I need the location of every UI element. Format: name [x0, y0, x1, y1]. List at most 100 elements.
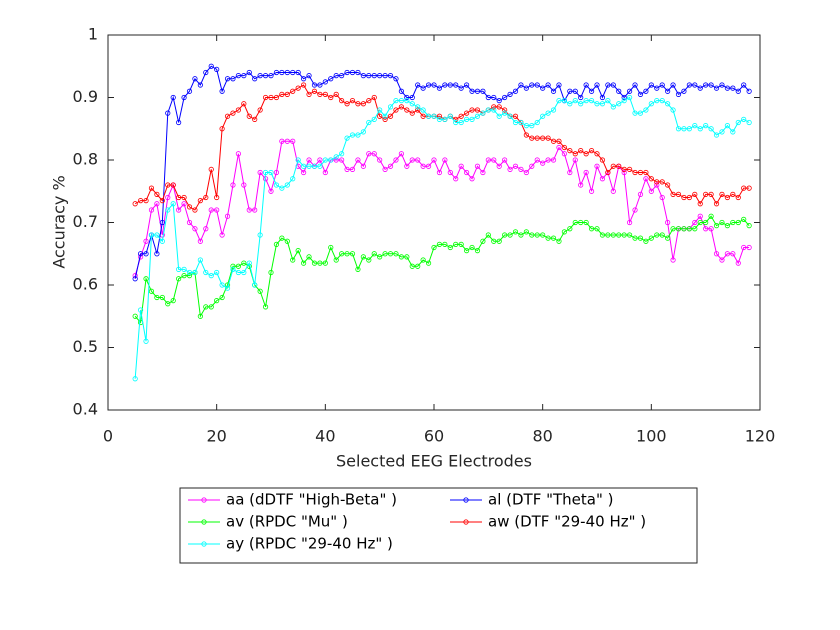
point [545, 235, 551, 241]
point [436, 241, 443, 247]
point [523, 132, 529, 138]
point [317, 157, 323, 163]
point [681, 194, 687, 201]
point [534, 232, 540, 238]
point [512, 113, 519, 119]
point [214, 207, 220, 213]
point [246, 207, 252, 213]
point [138, 198, 144, 204]
point [322, 157, 328, 163]
x-tick-label: 120 [745, 427, 776, 446]
point [387, 113, 394, 119]
point [311, 82, 318, 88]
point [371, 151, 377, 157]
point [442, 241, 448, 247]
y-tick-label: 0.7 [73, 212, 98, 231]
point [290, 88, 296, 94]
point [132, 201, 138, 207]
point [491, 104, 497, 110]
point [143, 338, 149, 344]
point [550, 107, 557, 113]
point [415, 263, 421, 269]
point [697, 219, 703, 226]
series-line [134, 96, 750, 379]
point [648, 82, 654, 88]
point [735, 88, 741, 94]
point [626, 219, 633, 226]
point [621, 232, 627, 238]
legend-label: av (RPDC "Mu" ) [226, 513, 348, 531]
point [420, 163, 426, 169]
point [686, 226, 692, 232]
point [453, 119, 459, 126]
point [713, 251, 720, 257]
point [534, 135, 540, 141]
point [268, 169, 274, 176]
point [333, 91, 339, 97]
point [637, 169, 644, 176]
point [616, 101, 622, 107]
series-line [134, 215, 750, 324]
point [355, 69, 361, 76]
point [665, 219, 671, 226]
point [637, 110, 644, 116]
point [398, 254, 404, 260]
point [665, 235, 671, 241]
point [621, 169, 627, 176]
point [572, 219, 578, 226]
point [458, 119, 464, 126]
point [230, 266, 236, 272]
point [692, 226, 698, 232]
point [268, 188, 274, 194]
point [295, 69, 301, 76]
point [550, 157, 557, 163]
point [463, 116, 470, 122]
point [197, 82, 203, 88]
point [262, 94, 269, 101]
point [377, 254, 383, 260]
point [518, 119, 524, 126]
point [420, 113, 426, 119]
point [415, 107, 421, 113]
point [703, 123, 709, 129]
point [659, 179, 665, 185]
point [214, 269, 220, 276]
point [143, 251, 149, 257]
point [203, 194, 209, 201]
point [241, 101, 247, 107]
point [469, 107, 475, 113]
legend-marker [463, 497, 469, 503]
point [491, 157, 497, 163]
point [377, 107, 383, 113]
point [686, 126, 692, 132]
point [659, 194, 665, 201]
point [708, 126, 714, 132]
point [192, 226, 198, 232]
x-tick-label: 60 [424, 427, 444, 446]
point [561, 144, 568, 151]
point [159, 198, 165, 204]
point [398, 88, 404, 94]
legend-box [179, 487, 698, 564]
point [708, 82, 714, 88]
point [442, 82, 448, 88]
point [377, 157, 383, 163]
point [317, 260, 323, 266]
point [181, 94, 187, 101]
point [746, 119, 752, 126]
point [583, 151, 589, 157]
legend-marker [201, 497, 207, 503]
point [148, 288, 155, 294]
point [605, 98, 611, 104]
point [665, 101, 671, 107]
point [507, 91, 513, 97]
point [328, 244, 334, 251]
point [730, 219, 736, 226]
point [675, 226, 682, 232]
point [556, 138, 562, 144]
point [502, 94, 508, 101]
point [311, 163, 318, 169]
point [485, 157, 491, 163]
point [165, 182, 171, 188]
